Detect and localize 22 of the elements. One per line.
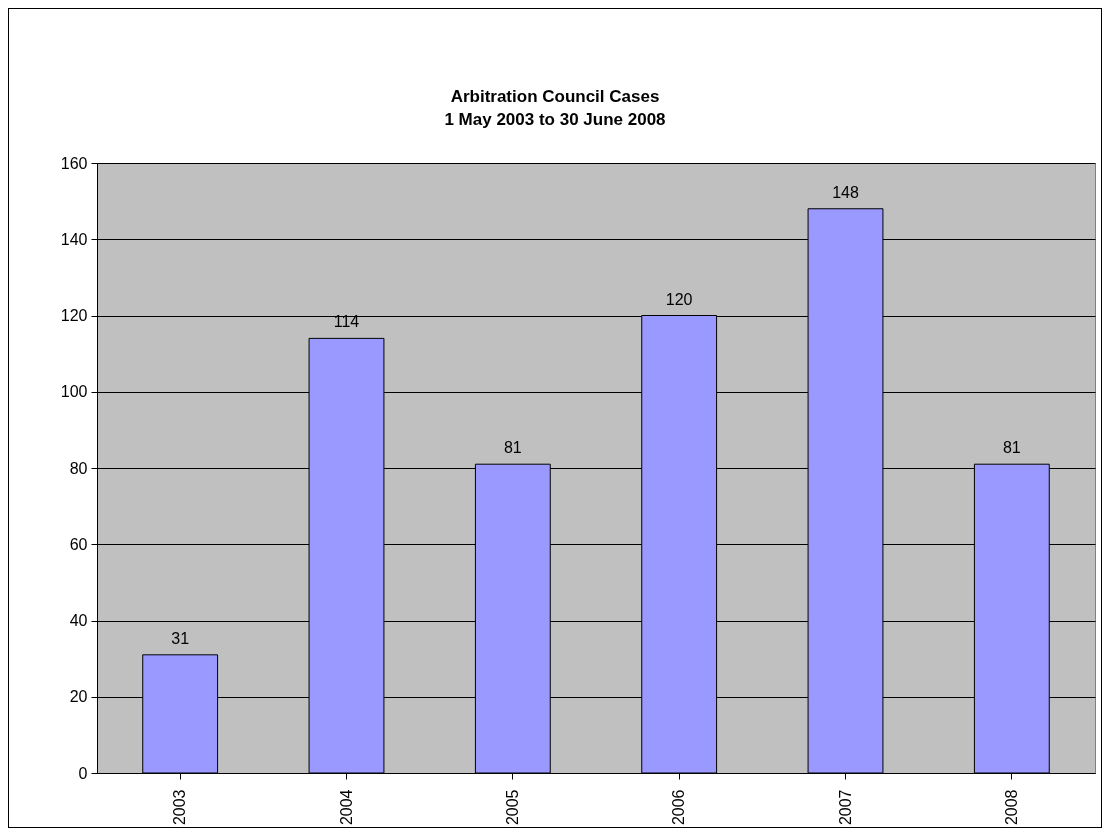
x-tick-label: 2007 xyxy=(836,789,854,826)
data-label: 120 xyxy=(665,290,693,308)
x-tick-label: 2003 xyxy=(171,789,189,826)
x-tick-label: 2006 xyxy=(670,789,688,826)
y-tick-label: 80 xyxy=(69,459,88,477)
data-label: 81 xyxy=(503,439,522,457)
x-tick-label: 2008 xyxy=(1002,789,1020,826)
data-label: 81 xyxy=(1002,439,1021,457)
y-tick-label: 100 xyxy=(60,383,88,401)
y-tick-label: 160 xyxy=(60,154,88,172)
chart-subtitle: 1 May 2003 to 30 June 2008 xyxy=(444,110,666,129)
data-label: 31 xyxy=(171,629,190,647)
y-tick-label: 20 xyxy=(69,688,88,706)
y-tick-label: 140 xyxy=(60,230,88,248)
chart-title: Arbitration Council Cases xyxy=(450,87,660,106)
x-tick-label: 2005 xyxy=(503,789,521,826)
x-tick-label: 2004 xyxy=(337,789,355,826)
y-tick-label: 40 xyxy=(69,612,88,629)
y-tick-label: 0 xyxy=(78,764,88,782)
y-tick-label: 60 xyxy=(69,535,88,553)
y-tick-label: 120 xyxy=(60,307,88,324)
data-label: 148 xyxy=(832,183,859,201)
